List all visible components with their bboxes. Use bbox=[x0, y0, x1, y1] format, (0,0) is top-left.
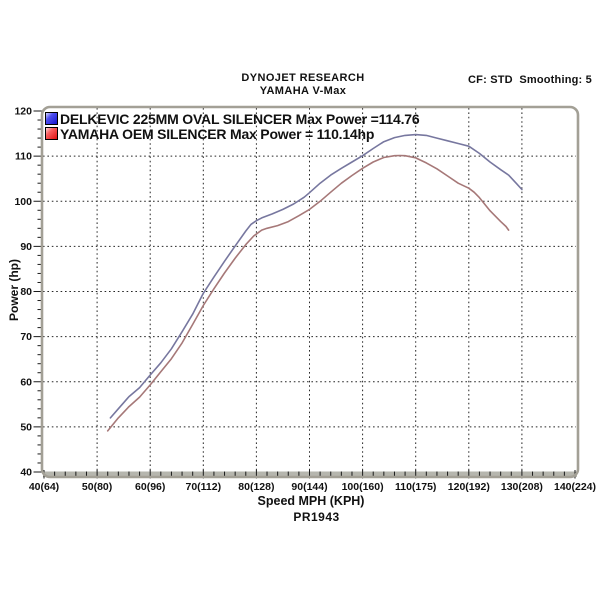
y-tick-label-110: 110 bbox=[15, 151, 32, 163]
x-tick-label-110: 110(175) bbox=[395, 481, 436, 493]
legend-swatch-blue-icon bbox=[45, 112, 58, 125]
x-axis-title: Speed MPH (KPH) bbox=[257, 494, 365, 508]
y-tick-label-50: 50 bbox=[20, 421, 32, 433]
x-tick-label-70: 70(112) bbox=[185, 481, 221, 493]
x-tick-label-50: 50(80) bbox=[82, 481, 112, 493]
x-tick-label-80: 80(128) bbox=[238, 481, 274, 493]
y-tick-label-120: 120 bbox=[14, 106, 32, 118]
legend-label-delkevic: DELKEVIC 225MM OVAL SILENCER Max Power =… bbox=[60, 110, 420, 127]
legend-label-yamaha: YAMAHA OEM SILENCER Max Power = 110.14hp bbox=[60, 125, 375, 142]
y-axis-title: Power (hp) bbox=[7, 259, 21, 321]
run-id: PR1943 bbox=[293, 510, 340, 524]
y-tick-label-80: 80 bbox=[20, 286, 32, 298]
y-tick-label-60: 60 bbox=[20, 376, 32, 388]
chart-generated-layer: 40 50 60 70 80 90 100 110 120 40(64) 50(80) 60(96) 7… bbox=[14, 106, 596, 494]
y-tick-label-70: 70 bbox=[20, 331, 32, 343]
y-tick-label-90: 90 bbox=[20, 241, 32, 253]
x-tick-label-90: 90(144) bbox=[291, 481, 327, 493]
x-tick-label-40: 40(64) bbox=[29, 481, 59, 493]
series-curve-0 bbox=[109, 133, 523, 419]
header-title-line1: DYNOJET RESEARCH bbox=[241, 72, 365, 84]
x-tick-label-60: 60(96) bbox=[135, 481, 165, 493]
header-settings: CF: STD Smoothing: 5 bbox=[468, 74, 592, 86]
legend: DELKEVIC 225MM OVAL SILENCER Max Power =… bbox=[45, 110, 420, 142]
x-tick-label-100: 100(160) bbox=[342, 481, 384, 493]
legend-row-yamaha: YAMAHA OEM SILENCER Max Power = 110.14hp bbox=[45, 125, 419, 142]
x-tick-label-120: 120(192) bbox=[448, 481, 490, 493]
plot-frame bbox=[40, 105, 580, 479]
series-curve-1 bbox=[106, 154, 510, 432]
x-tick-label-140: 140(224) bbox=[554, 481, 596, 493]
x-tick-label-130: 130(208) bbox=[501, 481, 543, 493]
y-tick-label-100: 100 bbox=[14, 196, 32, 208]
y-tick-label-40: 40 bbox=[20, 467, 32, 479]
legend-row-delkevic: DELKEVIC 225MM OVAL SILENCER Max Power =… bbox=[45, 110, 420, 127]
chart-header: DYNOJET RESEARCH YAMAHA V-Max bbox=[0, 72, 600, 98]
header-title-line2: YAMAHA V-Max bbox=[259, 85, 347, 97]
legend-swatch-red-icon bbox=[45, 127, 58, 140]
